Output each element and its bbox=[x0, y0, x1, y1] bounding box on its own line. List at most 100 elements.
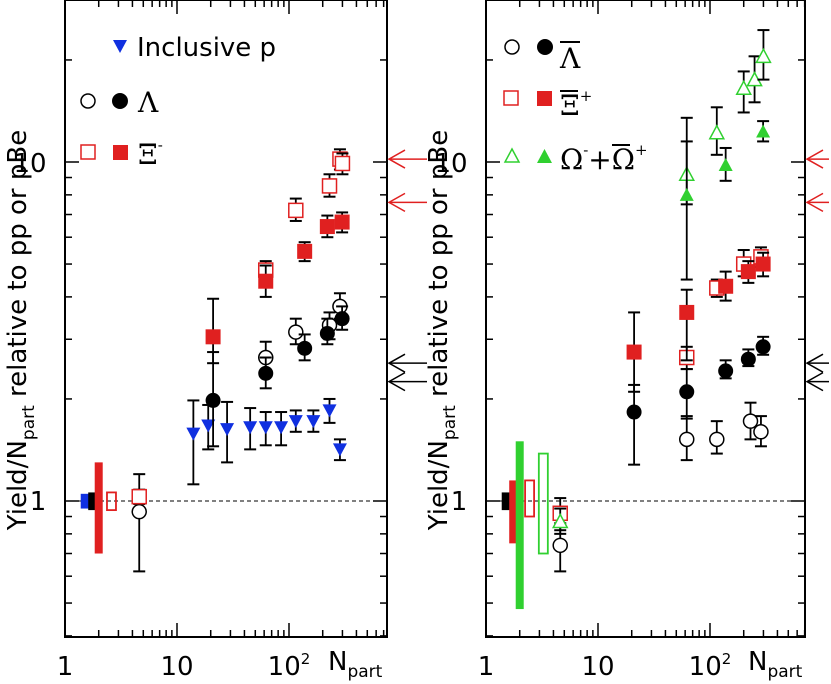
legend-label-inclusive-p: Inclusive p bbox=[137, 33, 276, 63]
legend-open-circle-marker bbox=[80, 93, 96, 109]
left-x-tick-label-10: 10 bbox=[160, 652, 193, 682]
left-systematic-bars bbox=[80, 462, 117, 554]
data-point-triangle-down bbox=[322, 404, 337, 418]
systematic-bar bbox=[88, 492, 97, 511]
legend-filled-triangle-marker bbox=[537, 149, 552, 163]
right-panel: Yield/Npart relative to pp or pBe 1 10 1… bbox=[424, 0, 829, 682]
right-x-tick-label-100: 102 bbox=[689, 650, 732, 682]
data-point-triangle-up bbox=[755, 47, 772, 64]
data-point-triangle-down bbox=[306, 415, 321, 429]
data-point-circle bbox=[258, 365, 274, 381]
right-plot-frame bbox=[485, 0, 806, 638]
legend-open-square-marker bbox=[80, 144, 96, 160]
data-point-circle bbox=[718, 363, 734, 379]
left-x-tick-label-1: 1 bbox=[57, 652, 74, 682]
systematic-bar bbox=[94, 462, 103, 554]
systematic-bar bbox=[501, 492, 510, 511]
legend-filled-square-marker bbox=[113, 145, 128, 160]
right-axis-ticks bbox=[485, 0, 806, 637]
data-point-triangle-down bbox=[274, 421, 289, 435]
systematic-bar bbox=[80, 493, 89, 509]
left-plot-frame bbox=[64, 0, 388, 638]
left-panel: Yield/Npart relative to pp or pBe 1 10 1… bbox=[3, 0, 427, 682]
data-point-circle bbox=[742, 413, 759, 429]
legend-filled-square-marker bbox=[537, 91, 552, 106]
data-point-circle bbox=[205, 392, 221, 408]
data-point-triangle-up bbox=[735, 79, 752, 96]
data-point-square bbox=[755, 256, 771, 272]
systematic-bar bbox=[524, 479, 535, 518]
data-point-square bbox=[205, 329, 221, 345]
data-point-circle bbox=[709, 431, 725, 448]
data-point-triangle-down bbox=[332, 443, 347, 457]
right-arrows bbox=[805, 149, 829, 392]
data-point-triangle-down bbox=[258, 421, 273, 435]
data-point-circle bbox=[678, 431, 695, 448]
data-point-square bbox=[334, 214, 350, 230]
data-point-triangle-down bbox=[288, 415, 303, 429]
legend-triangle-down-marker bbox=[113, 40, 127, 53]
left-y-tick-label-10: 10 bbox=[13, 149, 46, 179]
legend-label-xi-minus: Ξ- bbox=[138, 136, 163, 171]
indicator-arrow-head bbox=[805, 353, 824, 373]
indicator-arrow-head bbox=[387, 192, 406, 213]
data-point-circle bbox=[319, 325, 335, 341]
right-systematic-bars bbox=[501, 441, 549, 610]
left-x-tick-label-100: 102 bbox=[268, 650, 311, 682]
right-x-tick-label-10: 10 bbox=[581, 652, 614, 682]
systematic-bar bbox=[106, 491, 117, 512]
data-point-circle bbox=[755, 339, 771, 355]
systematic-bar bbox=[537, 452, 549, 555]
indicator-arrow-head bbox=[805, 371, 824, 392]
indicator-arrow-head bbox=[387, 371, 406, 392]
legend-open-triangle-marker bbox=[503, 147, 521, 163]
right-x-axis-label: Npart bbox=[748, 647, 803, 682]
data-point-triangle-up bbox=[708, 124, 726, 140]
data-point-square bbox=[626, 344, 642, 360]
data-point-triangle-down bbox=[186, 427, 201, 441]
legend-filled-circle-marker bbox=[112, 93, 128, 109]
data-point-triangle-down bbox=[201, 419, 216, 433]
data-point-circle bbox=[288, 324, 304, 340]
legend-open-circle-marker bbox=[504, 39, 520, 55]
data-point-circle bbox=[131, 503, 147, 520]
legend-label-anti-lambda: Λ bbox=[559, 42, 581, 75]
right-y-axis-label: Yield/Npart relative to pp or pBe bbox=[424, 130, 460, 531]
left-data-marks bbox=[131, 148, 351, 573]
data-point-square bbox=[297, 243, 313, 259]
indicator-arrow-head bbox=[387, 353, 406, 373]
right-y-tick-label-1: 1 bbox=[451, 487, 468, 517]
indicator-arrow-head bbox=[805, 149, 824, 169]
data-point-triangle-up bbox=[551, 512, 569, 529]
left-y-axis-label: Yield/Npart relative to pp or pBe bbox=[3, 130, 39, 531]
data-point-triangle-up bbox=[679, 187, 694, 201]
left-axis-ticks bbox=[64, 0, 387, 637]
data-point-triangle-up bbox=[718, 157, 733, 171]
legend-label-lambda: Λ bbox=[137, 86, 159, 119]
data-point-triangle-down bbox=[220, 423, 235, 437]
data-point-square bbox=[288, 202, 304, 219]
data-point-triangle-down bbox=[243, 421, 258, 435]
data-point-circle bbox=[626, 404, 642, 420]
data-point-square bbox=[258, 273, 274, 289]
data-point-circle bbox=[740, 351, 756, 367]
left-legend: Inclusive p Λ Ξ- bbox=[80, 33, 276, 171]
right-x-tick-label-1: 1 bbox=[478, 652, 495, 682]
data-point-circle bbox=[679, 384, 695, 400]
data-point-square bbox=[718, 278, 734, 294]
left-y-tick-label-1: 1 bbox=[30, 487, 47, 517]
data-point-square bbox=[740, 264, 756, 280]
data-point-square bbox=[319, 219, 335, 235]
legend-label-omega: Ω-+Ω+ bbox=[560, 141, 648, 176]
right-data-marks bbox=[551, 29, 772, 573]
data-point-circle bbox=[334, 311, 350, 327]
data-point-circle bbox=[753, 424, 769, 440]
data-point-circle bbox=[552, 537, 568, 554]
indicator-arrow-head bbox=[387, 149, 406, 169]
legend-label-anti-xi-plus: Ξ+ bbox=[560, 87, 592, 122]
indicator-arrow-head bbox=[805, 192, 824, 213]
data-point-square bbox=[321, 178, 338, 194]
data-point-triangle-up bbox=[756, 124, 771, 138]
right-y-tick-label-10: 10 bbox=[434, 149, 467, 179]
